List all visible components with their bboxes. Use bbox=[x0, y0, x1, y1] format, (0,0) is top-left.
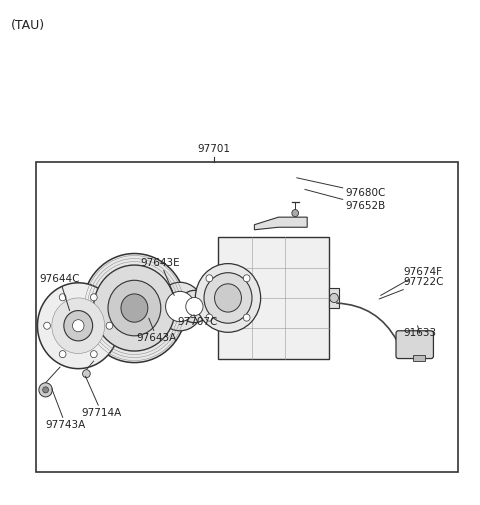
Text: 91633: 91633 bbox=[403, 326, 436, 338]
Bar bbox=[329, 288, 339, 308]
Text: (TAU): (TAU) bbox=[11, 19, 45, 32]
Circle shape bbox=[108, 280, 161, 336]
Text: 97652B: 97652B bbox=[305, 189, 386, 211]
Text: 97714A: 97714A bbox=[82, 376, 122, 418]
Circle shape bbox=[39, 383, 52, 397]
Circle shape bbox=[121, 294, 148, 322]
Circle shape bbox=[195, 264, 261, 332]
Circle shape bbox=[59, 350, 66, 358]
Circle shape bbox=[330, 293, 338, 302]
Circle shape bbox=[166, 291, 194, 322]
Circle shape bbox=[83, 370, 90, 378]
Circle shape bbox=[83, 254, 186, 363]
Text: 97707C: 97707C bbox=[178, 315, 218, 327]
Circle shape bbox=[243, 275, 250, 282]
Circle shape bbox=[243, 314, 250, 321]
Bar bbox=[36, 162, 458, 472]
Circle shape bbox=[204, 273, 252, 323]
Polygon shape bbox=[254, 217, 307, 230]
Bar bbox=[413, 355, 425, 361]
Circle shape bbox=[186, 297, 203, 316]
Text: 97643E: 97643E bbox=[141, 258, 180, 295]
Circle shape bbox=[179, 290, 210, 323]
Circle shape bbox=[215, 284, 241, 312]
Text: 97644C: 97644C bbox=[39, 274, 80, 311]
Circle shape bbox=[94, 265, 175, 351]
Text: 97722C: 97722C bbox=[379, 277, 444, 299]
Circle shape bbox=[90, 350, 97, 358]
Circle shape bbox=[43, 387, 48, 393]
Text: 97680C: 97680C bbox=[297, 178, 386, 198]
Text: 97643A: 97643A bbox=[137, 318, 177, 343]
Bar bbox=[218, 237, 329, 359]
Text: 97743A: 97743A bbox=[46, 389, 86, 430]
Circle shape bbox=[206, 275, 213, 282]
Circle shape bbox=[292, 210, 299, 217]
Text: 97701: 97701 bbox=[197, 144, 230, 154]
Circle shape bbox=[206, 314, 213, 321]
Circle shape bbox=[90, 294, 97, 301]
Circle shape bbox=[44, 322, 50, 329]
Circle shape bbox=[157, 282, 203, 331]
Text: 97674F: 97674F bbox=[381, 267, 442, 295]
Circle shape bbox=[72, 320, 84, 332]
Circle shape bbox=[37, 283, 119, 369]
Circle shape bbox=[64, 311, 93, 341]
Circle shape bbox=[52, 298, 105, 354]
FancyBboxPatch shape bbox=[396, 331, 433, 359]
Circle shape bbox=[106, 322, 113, 329]
Circle shape bbox=[60, 294, 66, 301]
